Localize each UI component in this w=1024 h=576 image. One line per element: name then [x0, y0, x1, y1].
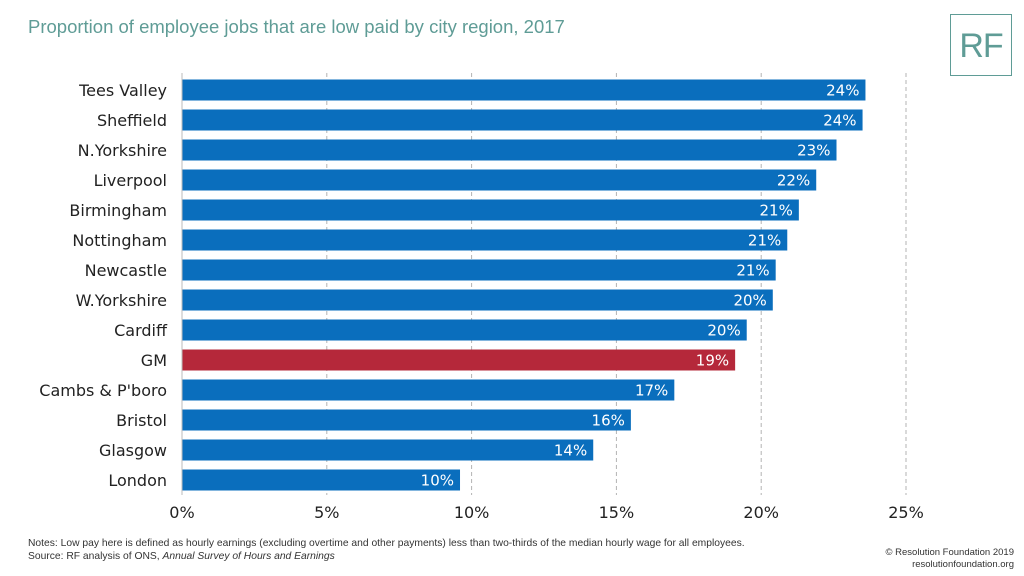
notes-line: Notes: Low pay here is defined as hourly…: [28, 538, 745, 551]
copyright: © Resolution Foundation 2019 resolutionf…: [886, 547, 1014, 570]
notes-label: Notes:: [28, 538, 58, 549]
copyright-line: © Resolution Foundation 2019: [885, 547, 1014, 558]
source-title: Annual Survey of Hours and Earnings: [162, 550, 335, 562]
bar: [182, 409, 631, 431]
source-line: Source: RF analysis of ONS, Annual Surve…: [28, 551, 745, 564]
category-label: Birmingham: [69, 201, 167, 220]
x-tick-label: 15%: [599, 503, 635, 522]
category-label: GM: [141, 351, 167, 370]
category-label: N.Yorkshire: [78, 141, 167, 160]
x-tick-label: 5%: [314, 503, 339, 522]
category-label: London: [108, 471, 167, 490]
data-label: 20%: [707, 322, 740, 340]
chart-title: Proportion of employee jobs that are low…: [28, 16, 565, 37]
chart-notes: Notes: Low pay here is defined as hourly…: [28, 538, 745, 563]
data-label: 24%: [826, 82, 859, 100]
data-label: 19%: [696, 352, 729, 370]
category-label: Liverpool: [94, 171, 167, 190]
data-label: 21%: [736, 262, 769, 280]
data-label: 17%: [635, 382, 668, 400]
x-tick-label: 0%: [169, 503, 194, 522]
bar: [182, 169, 817, 191]
data-label: 23%: [797, 142, 830, 160]
bar: [182, 289, 773, 311]
bar: [182, 199, 799, 221]
bar: [182, 259, 776, 281]
bar: [182, 469, 461, 491]
website-line: resolutionfoundation.org: [912, 558, 1014, 570]
rf-logo: RF: [950, 14, 1012, 76]
category-label: Glasgow: [99, 441, 167, 460]
x-tick-label: 10%: [454, 503, 490, 522]
data-label: 22%: [777, 172, 810, 190]
data-label: 14%: [554, 442, 587, 460]
data-label: 21%: [760, 202, 793, 220]
category-label: Cambs & P'boro: [39, 381, 167, 400]
category-label: Tees Valley: [78, 81, 167, 100]
category-label: Sheffield: [97, 111, 167, 130]
data-label: 16%: [592, 412, 625, 430]
bar: [182, 109, 863, 131]
data-label: 24%: [823, 112, 856, 130]
bar: [182, 379, 675, 401]
category-label: Newcastle: [85, 261, 167, 280]
category-label: Nottingham: [72, 231, 167, 250]
bar: [182, 139, 837, 161]
bar: [182, 229, 788, 251]
x-tick-label: 25%: [888, 503, 924, 522]
bar: [182, 79, 866, 101]
data-label: 21%: [748, 232, 781, 250]
bar: [182, 349, 736, 371]
data-label: 10%: [421, 472, 454, 490]
source-prefix: Source: RF analysis of ONS,: [28, 550, 160, 562]
x-tick-label: 20%: [743, 503, 779, 522]
bar: [182, 439, 594, 461]
bar: [182, 319, 747, 341]
data-label: 20%: [733, 292, 766, 310]
notes-text: Low pay here is defined as hourly earnin…: [60, 538, 745, 549]
category-label: W.Yorkshire: [76, 291, 167, 310]
category-label: Bristol: [116, 411, 167, 430]
category-label: Cardiff: [114, 321, 168, 340]
